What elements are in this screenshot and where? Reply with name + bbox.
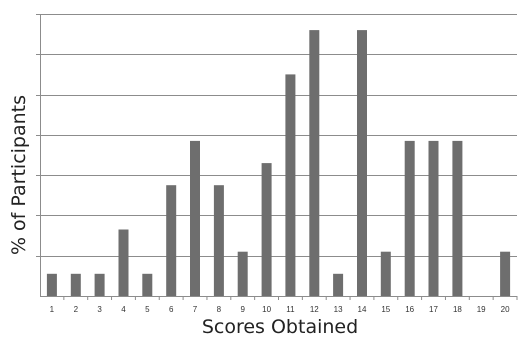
bar-score-10 [261, 163, 272, 296]
x-axis-title: Scores Obtained [202, 316, 358, 338]
bar-score-7 [190, 140, 200, 296]
bar-score-14 [357, 30, 367, 296]
gridlines [40, 14, 517, 257]
x-tick-label: 18 [453, 305, 462, 314]
bar-score-4 [118, 229, 129, 296]
bar-score-8 [213, 185, 224, 296]
axes [36, 14, 518, 300]
x-tick-label: 11 [286, 305, 295, 314]
bar-score-12 [309, 30, 320, 296]
x-tick-label: 6 [169, 305, 174, 314]
x-tick-label: 3 [97, 305, 102, 314]
x-tick-label: 15 [381, 305, 390, 314]
x-tick-label: 19 [477, 305, 486, 314]
bar-score-16 [404, 140, 415, 296]
bar-score-17 [428, 140, 439, 296]
x-tick-label: 9 [240, 305, 245, 314]
x-tick-label: 7 [193, 305, 198, 314]
x-tick-label: 12 [310, 305, 319, 314]
x-tick-label: 17 [429, 305, 438, 314]
bar-score-11 [285, 74, 296, 297]
bar-score-2 [70, 273, 81, 296]
x-tick-label: 20 [501, 305, 510, 314]
bar-score-3 [94, 273, 105, 296]
x-tick-label: 14 [358, 305, 367, 314]
bar-score-15 [380, 251, 391, 296]
bar-score-20 [500, 251, 511, 296]
x-tick-label: 4 [121, 305, 126, 314]
y-axis-title: % of Participants [8, 95, 30, 255]
bar-score-5 [142, 273, 153, 296]
x-tick-labels: 1 2 3 4 5 6 7 8 9 10 11 12 13 14 15 16 17 18 19 20 [50, 305, 510, 314]
bar-score-6 [166, 185, 177, 296]
x-tick-label: 10 [262, 305, 271, 314]
bars [46, 30, 511, 297]
x-tick-label: 2 [74, 305, 79, 314]
bar-score-9 [237, 251, 248, 296]
x-tick-label: 1 [50, 305, 55, 314]
x-tick-label: 5 [145, 305, 150, 314]
x-tick-label: 8 [217, 305, 222, 314]
bar-score-1 [46, 273, 57, 296]
bar-score-13 [333, 273, 344, 296]
x-tick-label: 16 [405, 305, 414, 314]
bar-score-18 [452, 140, 463, 296]
x-tick-label: 13 [334, 305, 343, 314]
